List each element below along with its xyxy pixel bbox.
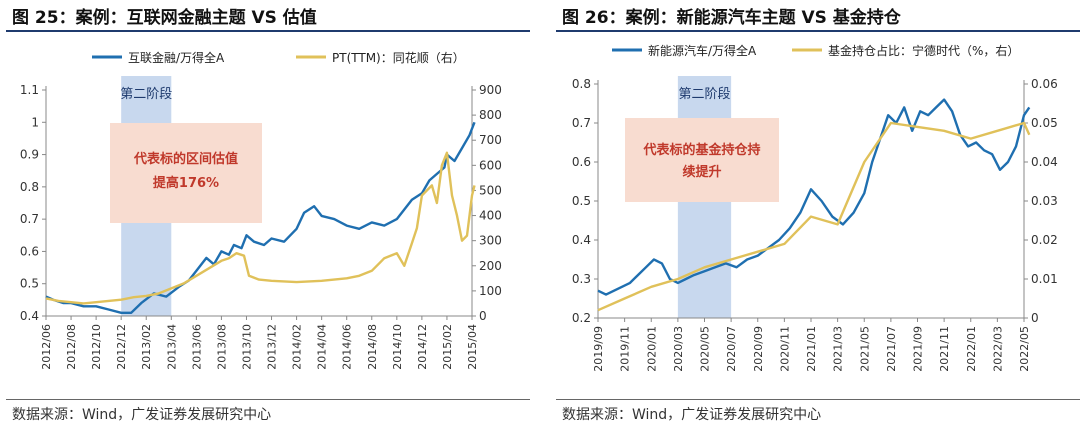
x-tick-label: 2020/07 [725,326,738,372]
x-tick-label: 2014/10 [391,324,404,370]
y-left-tick-label: 0.4 [20,309,39,323]
series-line-secondary [597,121,1031,312]
source-note: 数据来源：Wind，广发证券发展研究中心 [12,407,272,423]
annotation-text: 续提升 [682,164,721,180]
annotation-text: 代表标的区间估值 [133,151,238,167]
x-tick-label: 2014/02 [291,324,304,370]
x-tick-label: 2015/04 [466,324,479,370]
y-right-tick-label: 0.04 [1031,155,1058,169]
y-left-tick-label: 0.9 [20,148,39,162]
x-tick-label: 2013/02 [140,324,153,370]
x-tick-label: 2020/01 [645,326,658,372]
x-tick-label: 2014/06 [341,324,354,370]
legend-label: 新能源汽车/万得全A [648,43,757,58]
y-right-tick-label: 0.02 [1031,233,1058,247]
x-tick-label: 2020/11 [778,326,791,372]
annotation-box [110,123,262,223]
x-tick-label: 2019/09 [592,326,605,372]
y-left-tick-label: 1.1 [20,83,39,97]
annotation-text: 代表标的基金持仓持 [642,142,760,158]
x-tick-label: 2021/01 [805,326,818,372]
chart-title: 图 25：案例：互联网金融主题 VS 估值 [12,8,317,28]
y-right-tick-label: 700 [479,133,502,147]
x-tick-label: 2021/11 [938,326,951,372]
y-left-tick-label: 1 [31,115,39,129]
legend-label: PT(TTM)：同花顺（右） [332,50,465,65]
y-right-tick-label: 100 [479,284,502,298]
series-line-ratio [45,121,476,314]
x-tick-label: 2020/03 [672,326,685,372]
legend-label: 互联金融/万得全A [128,50,225,65]
y-right-tick-label: 0.05 [1031,116,1058,130]
phase-label: 第二阶段 [120,87,172,102]
y-right-tick-label: 0 [479,309,487,323]
y-left-tick-label: 0.5 [572,194,591,208]
x-tick-label: 2012/06 [40,324,53,370]
annotation-text: 提高176% [153,175,219,191]
y-left-tick-label: 0.6 [572,155,591,169]
y-right-tick-label: 600 [479,158,502,172]
x-tick-label: 2022/05 [1018,326,1031,372]
x-tick-label: 2021/03 [832,326,845,372]
panel-internet-finance: 图 25：案例：互联网金融主题 VS 估值 第二阶段代表标的区间估值 提高176%… [0,0,530,431]
x-tick-label: 2013/08 [215,324,228,370]
x-tick-label: 2022/03 [991,326,1004,372]
x-tick-label: 2014/04 [316,324,329,370]
y-right-tick-label: 900 [479,83,502,97]
source-rule [556,399,1080,400]
y-right-tick-label: 500 [479,183,502,197]
y-left-tick-label: 0.5 [20,277,39,291]
source-note: 数据来源：Wind，广发证券发展研究中心 [562,407,822,423]
x-tick-label: 2022/01 [965,326,978,372]
legend-label: 基金持仓占比：宁德时代（%，右） [828,43,1019,58]
x-tick-label: 2013/10 [240,324,253,370]
title-rule [6,30,530,32]
y-left-tick-label: 0.8 [572,77,591,91]
phase-label: 第二阶段 [678,87,730,102]
x-tick-label: 2021/09 [912,326,925,372]
x-tick-label: 2012/08 [65,324,78,370]
y-left-tick-label: 0.4 [572,233,591,247]
y-left-tick-label: 0.8 [20,180,39,194]
series-line-secondary [45,151,476,305]
y-left-tick-label: 0.3 [572,272,591,286]
x-tick-label: 2014/08 [366,324,379,370]
y-right-tick-label: 300 [479,234,502,248]
y-left-tick-label: 0.2 [572,311,591,325]
annotation-box [625,118,779,202]
source-rule [6,399,530,400]
y-right-tick-label: 0.01 [1031,272,1058,286]
y-right-tick-label: 0 [1031,311,1039,325]
x-tick-label: 2012/12 [115,324,128,370]
title-rule [556,30,1080,32]
y-right-tick-label: 800 [479,108,502,122]
y-left-tick-label: 0.7 [20,212,39,226]
x-tick-label: 2021/07 [885,326,898,372]
y-right-tick-label: 200 [479,259,502,273]
y-left-tick-label: 0.7 [572,116,591,130]
x-tick-label: 2012/10 [90,324,103,370]
x-tick-label: 2013/06 [190,324,203,370]
x-tick-label: 2019/11 [619,326,632,372]
panel-new-energy-vehicle: 图 26：案例：新能源汽车主题 VS 基金持仓 第二阶段代表标的基金持仓持 续提升… [550,0,1080,431]
x-tick-label: 2014/12 [416,324,429,370]
series-line-ratio [597,98,1031,296]
x-tick-label: 2015/02 [441,324,454,370]
y-right-tick-label: 0.06 [1031,77,1058,91]
y-right-tick-label: 400 [479,209,502,223]
chart-title: 图 26：案例：新能源汽车主题 VS 基金持仓 [562,8,901,28]
x-tick-label: 2013/12 [266,324,279,370]
y-left-tick-label: 0.6 [20,244,39,258]
y-right-tick-label: 0.03 [1031,194,1058,208]
x-tick-label: 2020/09 [752,326,765,372]
x-tick-label: 2013/04 [165,324,178,370]
x-tick-label: 2020/05 [699,326,712,372]
x-tick-label: 2021/05 [858,326,871,372]
